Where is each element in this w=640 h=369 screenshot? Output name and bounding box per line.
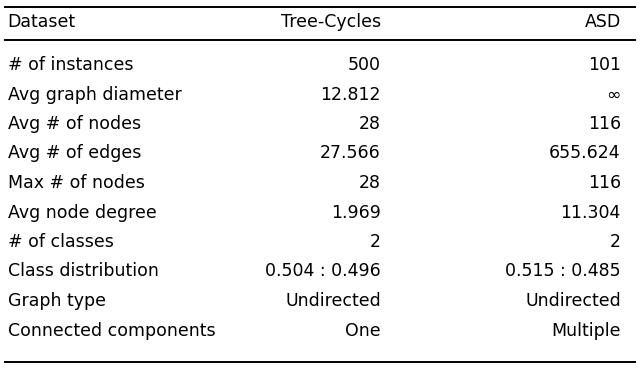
Text: ASD: ASD: [584, 13, 621, 31]
Text: # of classes: # of classes: [8, 233, 113, 251]
Text: Undirected: Undirected: [285, 292, 381, 310]
Text: Multiple: Multiple: [551, 321, 621, 339]
Text: Avg # of edges: Avg # of edges: [8, 145, 141, 162]
Text: 0.515 : 0.485: 0.515 : 0.485: [505, 262, 621, 280]
Text: 2: 2: [370, 233, 381, 251]
Text: Connected components: Connected components: [8, 321, 215, 339]
Text: 2: 2: [610, 233, 621, 251]
Text: Undirected: Undirected: [525, 292, 621, 310]
Text: ∞: ∞: [606, 86, 621, 103]
Text: 28: 28: [359, 115, 381, 133]
Text: # of instances: # of instances: [8, 56, 133, 74]
Text: Max # of nodes: Max # of nodes: [8, 174, 145, 192]
Text: 0.504 : 0.496: 0.504 : 0.496: [265, 262, 381, 280]
Text: Class distribution: Class distribution: [8, 262, 159, 280]
Text: 28: 28: [359, 174, 381, 192]
Text: Avg # of nodes: Avg # of nodes: [8, 115, 141, 133]
Text: 116: 116: [588, 174, 621, 192]
Text: 11.304: 11.304: [561, 203, 621, 221]
Text: Avg node degree: Avg node degree: [8, 203, 156, 221]
Text: 1.969: 1.969: [331, 203, 381, 221]
Text: Dataset: Dataset: [8, 13, 76, 31]
Text: Graph type: Graph type: [8, 292, 106, 310]
Text: 116: 116: [588, 115, 621, 133]
Text: 27.566: 27.566: [320, 145, 381, 162]
Text: 101: 101: [588, 56, 621, 74]
Text: 12.812: 12.812: [320, 86, 381, 103]
Text: Avg graph diameter: Avg graph diameter: [8, 86, 181, 103]
Text: 500: 500: [348, 56, 381, 74]
Text: Tree-Cycles: Tree-Cycles: [281, 13, 381, 31]
Text: 655.624: 655.624: [549, 145, 621, 162]
Text: One: One: [345, 321, 381, 339]
